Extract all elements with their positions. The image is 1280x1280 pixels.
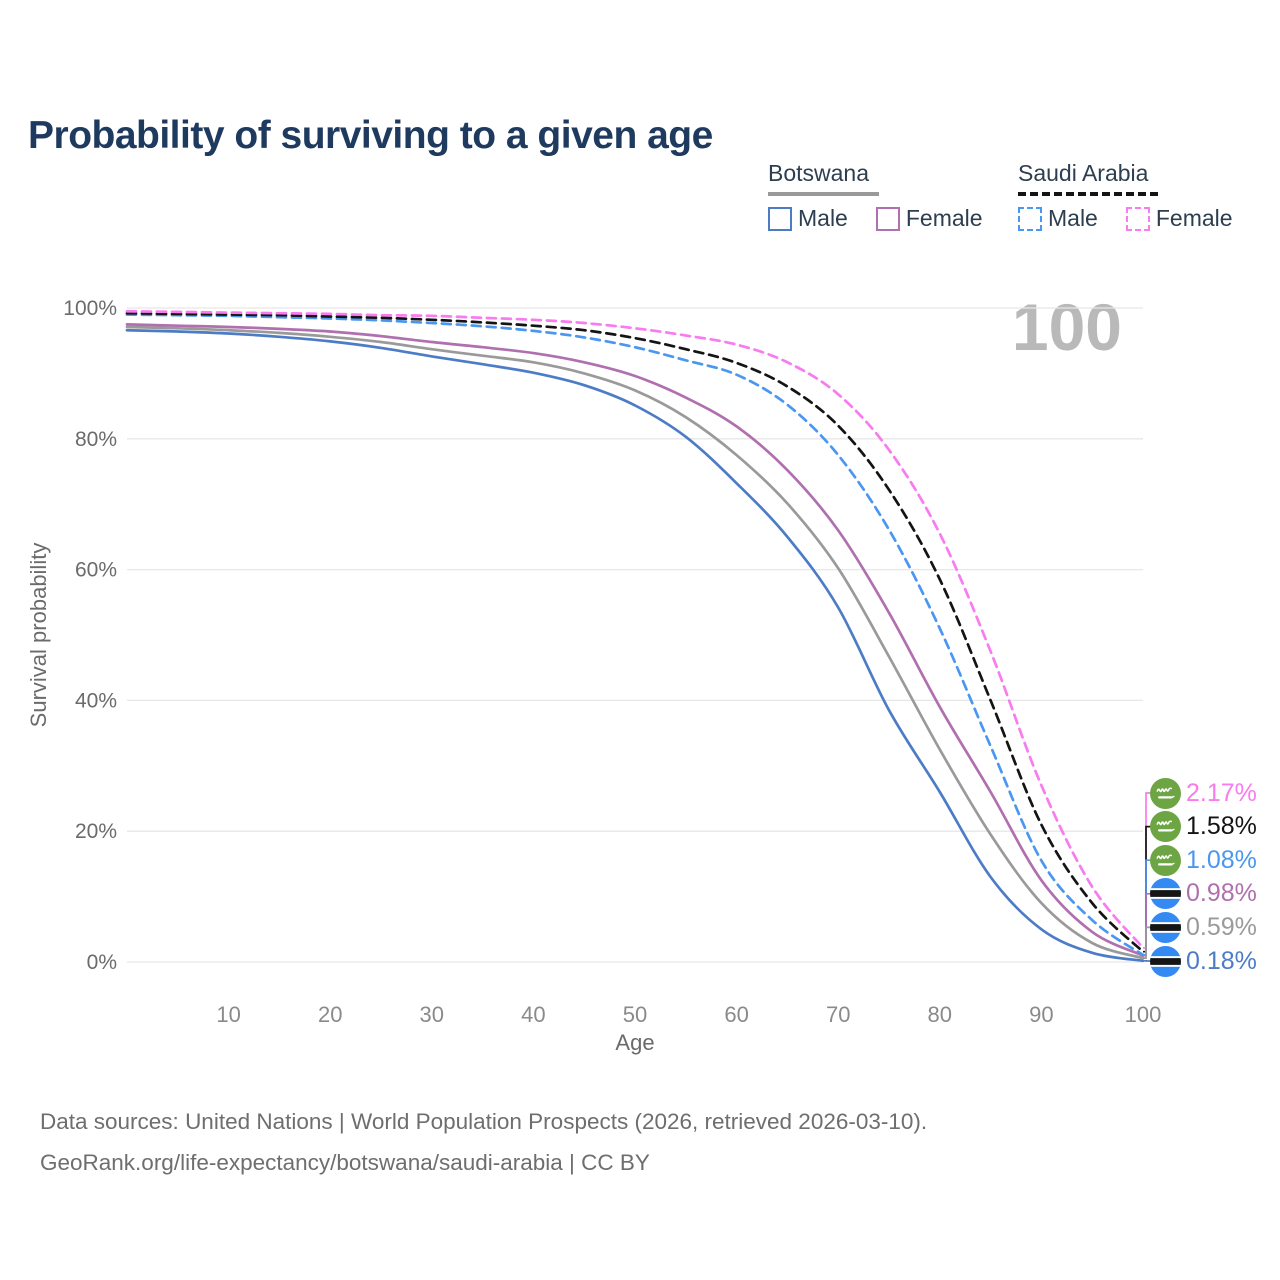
x-tick-label: 90 [1029, 1002, 1053, 1027]
y-tick-label: 60% [75, 559, 117, 582]
end-label-botswana-male: 0.18% [1150, 945, 1257, 978]
legend-item-label: Female [1155, 205, 1233, 231]
x-tick-label: 100 [1125, 1002, 1162, 1027]
legend-group-botswana: Botswana Male Female [768, 160, 1001, 232]
x-tick-label: 10 [216, 1002, 240, 1027]
page-title: Probability of surviving to a given age [28, 114, 713, 158]
botswana-female-swatch-icon [875, 206, 900, 231]
series-line-botswana-both-sexes [125, 325, 1145, 960]
series-line-botswana-female [125, 323, 1145, 957]
end-label-value: 2.17% [1186, 778, 1257, 807]
saudi-female-swatch-icon [1125, 206, 1150, 231]
end-label-value: 0.18% [1186, 946, 1257, 975]
x-tick-label: 60 [724, 1002, 748, 1027]
series-line-botswana-male [125, 328, 1145, 963]
legend-row-saudi-arabia: Male Female [1018, 205, 1251, 232]
footer: Data sources: United Nations | World Pop… [40, 1102, 927, 1183]
series-line-saudi-arabia-female [125, 309, 1145, 950]
y-tick-label: 40% [75, 689, 117, 712]
saudi-arabia-flag-icon [1150, 811, 1181, 843]
footer-source-url[interactable]: GeoRank.org/life-expectancy/botswana/sau… [40, 1149, 650, 1175]
x-tick-label: 30 [420, 1002, 444, 1027]
botswana-flag-icon [1150, 945, 1181, 977]
legend-item-botswana-female[interactable]: Female [875, 205, 983, 232]
x-tick-label: 80 [928, 1002, 952, 1027]
y-tick-label: 80% [75, 428, 117, 451]
leader-line-botswana-female [1143, 892, 1151, 957]
x-axis-title: Age [615, 1030, 654, 1055]
saudi-arabia-flag-icon [1150, 844, 1181, 876]
legend-group-title-saudi-arabia[interactable]: Saudi Arabia [1018, 160, 1159, 196]
y-tick-label: 100% [63, 297, 117, 320]
end-label-botswana-both-sexes: 0.59% [1150, 911, 1257, 944]
end-label-value: 0.59% [1186, 912, 1257, 941]
legend-item-label: Female [905, 205, 983, 231]
end-label-value: 1.08% [1186, 845, 1257, 874]
end-label-value: 1.58% [1186, 812, 1257, 841]
x-tick-label: 20 [318, 1002, 342, 1027]
x-tick-label: 50 [623, 1002, 647, 1027]
botswana-flag-icon [1150, 878, 1181, 910]
end-label-botswana-female: 0.98% [1150, 877, 1257, 910]
legend-item-saudi-female[interactable]: Female [1125, 205, 1233, 232]
y-axis-title: Survival probability [26, 543, 51, 728]
legend-item-label: Male [1048, 205, 1098, 231]
y-tick-label: 20% [75, 820, 117, 843]
legend-group-saudi-arabia: Saudi Arabia Male Female [1018, 160, 1251, 232]
footer-data-sources: Data sources: United Nations | World Pop… [40, 1109, 928, 1134]
series-line-saudi-arabia-male [125, 313, 1145, 957]
legend-group-title-botswana[interactable]: Botswana [768, 160, 880, 196]
end-label-saudi-arabia-both-sexes: 1.58% [1150, 810, 1257, 843]
saudi-male-swatch-icon [1018, 206, 1042, 231]
x-tick-label: 40 [521, 1002, 545, 1027]
end-label-value: 0.98% [1186, 879, 1257, 908]
y-tick-label: 0% [87, 951, 117, 974]
leader-line-botswana-both-sexes [1143, 926, 1151, 959]
saudi-arabia-flag-icon [1150, 777, 1181, 809]
legend-item-botswana-male[interactable]: Male [768, 205, 848, 232]
x-tick-label: 70 [826, 1002, 850, 1027]
legend-item-saudi-male[interactable]: Male [1018, 205, 1098, 232]
botswana-flag-icon [1150, 911, 1181, 943]
series-line-saudi-arabia-both-sexes [125, 311, 1145, 954]
legend-item-label: Male [798, 205, 848, 231]
end-label-saudi-arabia-female: 2.17% [1150, 777, 1257, 810]
chart-legend: Botswana Male Female Saudi Arabia Male [0, 160, 1280, 250]
end-label-saudi-arabia-male: 1.08% [1150, 844, 1257, 877]
botswana-male-swatch-icon [768, 206, 792, 231]
legend-row-botswana: Male Female [768, 205, 1001, 232]
age-watermark: 100 [1011, 290, 1122, 364]
